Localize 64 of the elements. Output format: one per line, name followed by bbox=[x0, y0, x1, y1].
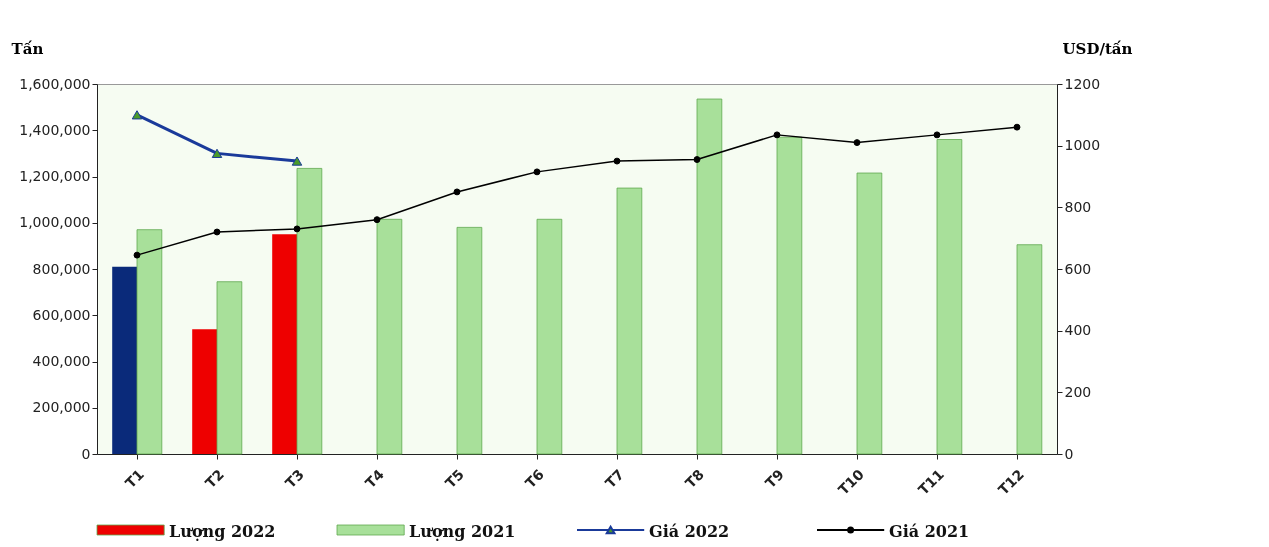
y-tick-label: 0 bbox=[81, 445, 91, 462]
bar bbox=[112, 266, 137, 454]
y2-tick-label: 400 bbox=[1064, 322, 1092, 339]
y-tick-label: 200,000 bbox=[32, 399, 91, 416]
point bbox=[693, 156, 701, 163]
bar bbox=[616, 187, 643, 455]
x-tick-label: T10 bbox=[835, 465, 868, 498]
legend-label: Giá 2022 bbox=[649, 522, 730, 541]
bar bbox=[456, 226, 483, 455]
x-tick-label: T8 bbox=[681, 466, 707, 492]
bar bbox=[936, 139, 963, 455]
legend-label: Lượng 2021 bbox=[409, 522, 516, 541]
point bbox=[933, 131, 941, 139]
point bbox=[293, 225, 301, 233]
point bbox=[773, 131, 781, 139]
bar bbox=[776, 136, 803, 455]
y-tick-label: 1,000,000 bbox=[19, 214, 91, 231]
x-tick-label: T3 bbox=[281, 466, 307, 492]
bar bbox=[536, 218, 563, 455]
bar bbox=[696, 98, 723, 455]
x-tick-label: T5 bbox=[441, 466, 467, 492]
y-tick-label: 800,000 bbox=[32, 260, 91, 277]
x-tick-label: T7 bbox=[601, 466, 627, 492]
y2-tick-label: 200 bbox=[1064, 383, 1092, 400]
y2-tick-label: 600 bbox=[1064, 260, 1092, 277]
y-tick-label: 1,600,000 bbox=[19, 75, 91, 92]
bar bbox=[1016, 244, 1043, 455]
y2-axis-title: USD/tấn bbox=[1062, 39, 1133, 58]
y-axis-title: Tấn bbox=[11, 39, 44, 58]
point bbox=[291, 156, 303, 166]
point bbox=[853, 139, 861, 147]
y2-tick-label: 1200 bbox=[1064, 75, 1101, 92]
x-tick-label: T6 bbox=[521, 466, 547, 492]
y-tick-label: 400,000 bbox=[32, 353, 91, 369]
y-tick-label: 1,200,000 bbox=[19, 168, 91, 184]
bar bbox=[136, 229, 163, 455]
bar bbox=[296, 168, 323, 455]
point bbox=[613, 157, 621, 165]
x-tick-label: T2 bbox=[201, 466, 227, 492]
y2-tick-label: 800 bbox=[1064, 198, 1092, 215]
bar bbox=[192, 329, 217, 454]
bar bbox=[216, 281, 243, 455]
point bbox=[213, 228, 221, 236]
bar bbox=[856, 172, 883, 455]
point bbox=[1013, 123, 1021, 131]
point bbox=[211, 148, 223, 158]
point bbox=[373, 216, 381, 224]
x-tick-label: T4 bbox=[361, 465, 388, 492]
point bbox=[453, 188, 461, 196]
x-tick-label: T11 bbox=[915, 466, 947, 498]
y-tick-label: 600,000 bbox=[32, 306, 91, 323]
y2-tick-label: 1000 bbox=[1064, 137, 1101, 154]
point bbox=[133, 251, 141, 259]
legend-label: Lượng 2022 bbox=[169, 522, 276, 541]
point bbox=[131, 110, 143, 120]
y-tick-label: 1,400,000 bbox=[19, 121, 91, 138]
point bbox=[533, 168, 541, 176]
y2-tick-label: 0 bbox=[1064, 445, 1074, 462]
legend-label: Giá 2021 bbox=[889, 522, 970, 541]
bar bbox=[272, 234, 297, 454]
x-tick-label: T1 bbox=[121, 466, 147, 492]
x-tick-label: T9 bbox=[761, 466, 787, 492]
bar bbox=[376, 218, 403, 455]
x-tick-label: T12 bbox=[995, 466, 1027, 498]
